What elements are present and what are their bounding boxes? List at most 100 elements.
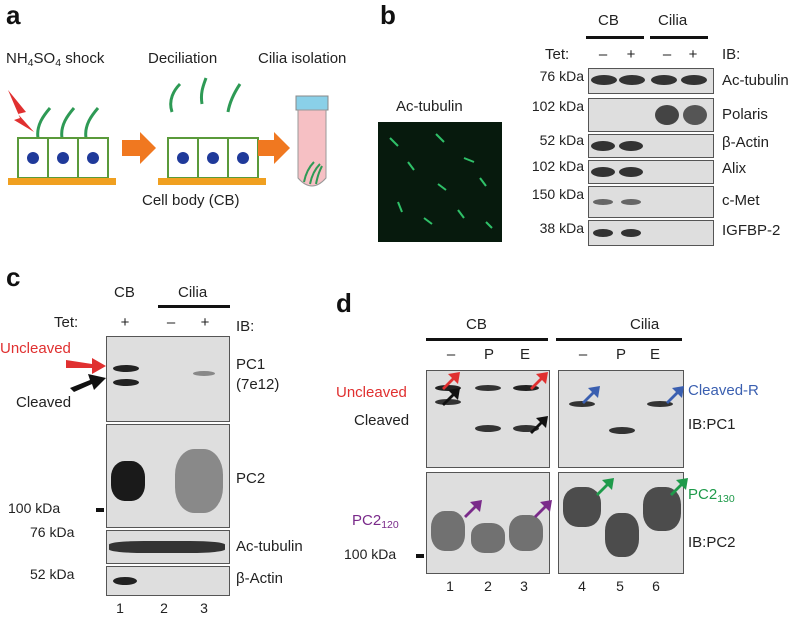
b-target-1: Polaris	[722, 106, 768, 123]
free-cilium-1	[169, 82, 182, 113]
d-group-cilia: Cilia	[630, 316, 660, 333]
free-cilium-2	[200, 77, 208, 105]
b-ib-label: IB:	[722, 46, 741, 63]
d-lane-3: 3	[520, 578, 528, 594]
tube-cap	[295, 95, 329, 111]
b-mw-4: 150 kDa	[531, 186, 584, 202]
c-lane-2: 2	[160, 600, 168, 616]
b-cb-bar	[586, 36, 644, 39]
cilium-2	[60, 107, 76, 139]
b-mw-5: 38 kDa	[539, 220, 584, 236]
micrograph-label: Ac-tubulin	[396, 98, 463, 115]
c-beta-actin-label: β-Actin	[236, 570, 283, 587]
c-cilia-bar	[158, 305, 230, 308]
d-cleaved-r-arrow-lane4-icon	[582, 386, 600, 404]
lightning-icon	[8, 90, 34, 132]
d-cleaved-label: Cleaved	[354, 412, 410, 429]
b-target-2: β-Actin	[722, 134, 769, 151]
d-blot-cilia-pc2	[558, 472, 684, 574]
d-pc2-130-arrow-lane6-icon	[670, 478, 688, 496]
d-cleaved-r-label: Cleaved-R	[688, 382, 759, 399]
d-pc2-120-label: PC2120	[352, 512, 399, 532]
panel-c-label: c	[6, 262, 21, 292]
pellet-cilium-2	[309, 163, 321, 185]
d-cleaved-r-arrow-lane6-icon	[666, 386, 684, 404]
d-cleaved-arrow-lane3-icon	[530, 416, 548, 434]
d-treat-6: E	[649, 346, 660, 363]
c-blot-pc2	[106, 424, 230, 528]
c-tet-label: Tet:	[54, 314, 79, 331]
c-arrows	[66, 358, 106, 392]
schematic-diagram	[8, 77, 329, 187]
c-lane-1: 1	[116, 600, 124, 616]
cilium-3	[84, 107, 100, 139]
c-ac-tubulin-label: Ac-tubulin	[236, 538, 303, 555]
pellet-cilium-1	[303, 161, 315, 183]
substrate-1	[8, 178, 116, 185]
c-pc1-antibody: (7e12)	[236, 376, 280, 393]
c-blot-pc1	[106, 336, 230, 422]
d-cilia-bar	[556, 338, 682, 341]
d-pc2-120-arrow-lane1-icon	[464, 500, 482, 518]
d-uncleaved-label: Uncleaved	[336, 384, 407, 401]
d-ib-pc1-label: IB:PC1	[688, 416, 736, 433]
d-lane-2: 2	[484, 578, 492, 594]
nucleus-4	[177, 152, 189, 164]
b-tet-2: +	[626, 46, 636, 63]
cilia-isolation-label: Cilia isolation	[258, 50, 347, 67]
process-arrow-1	[122, 132, 156, 164]
b-mw-3: 102 kDa	[531, 158, 584, 174]
d-pc2-130-label: PC2130	[688, 486, 735, 506]
c-tet-1: +	[120, 314, 130, 331]
c-blot-ac-tubulin	[106, 530, 230, 564]
d-blot-cb-pc2	[426, 472, 550, 574]
deciliation-label: Deciliation	[148, 50, 218, 67]
b-tet-3: –	[662, 46, 672, 63]
b-blot-alix	[588, 160, 714, 184]
b-target-0: Ac-tubulin	[722, 72, 788, 89]
ammonium-sulfate-shock-label: NH4SO4 shock	[6, 50, 105, 70]
d-lane-4: 4	[578, 578, 586, 594]
c-group-cilia: Cilia	[178, 284, 208, 301]
b-group-cilia: Cilia	[658, 12, 688, 29]
c-tet-2: –	[166, 314, 176, 331]
cilium-1	[36, 107, 52, 139]
d-treat-2: P	[483, 346, 494, 363]
free-cilium-3	[226, 83, 242, 113]
d-treat-4: –	[578, 346, 588, 363]
nucleus-1	[27, 152, 39, 164]
process-arrow-2	[258, 132, 290, 164]
b-tet-1: –	[598, 46, 608, 63]
b-tet-label: Tet:	[545, 46, 570, 63]
b-mw-0: 76 kDa	[539, 68, 584, 84]
d-blot-cilia-pc1	[558, 370, 684, 468]
c-mw-100: 100 kDa	[8, 500, 61, 516]
nucleus-5	[207, 152, 219, 164]
c-ib-label: IB:	[236, 318, 255, 335]
d-uncleaved-arrow-lane1-icon	[442, 372, 460, 390]
substrate-2	[158, 178, 266, 185]
d-lane-1: 1	[446, 578, 454, 594]
d-uncleaved-arrow-lane3-icon	[530, 372, 548, 390]
c-lane-3: 3	[200, 600, 208, 616]
d-group-cb: CB	[466, 316, 487, 333]
d-pc2-120-arrow-lane3-icon	[534, 500, 552, 518]
b-blot-polaris	[588, 98, 714, 132]
pellet-cilium-3	[315, 165, 323, 185]
d-cleaved-arrow-lane1-icon	[442, 388, 460, 406]
b-target-5: IGFBP-2	[722, 222, 781, 239]
b-blot-igfbp2	[588, 220, 714, 246]
tube-body	[297, 109, 327, 187]
d-treat-5: P	[615, 346, 626, 363]
c-mw-52: 52 kDa	[30, 566, 75, 582]
panel-b-label: b	[380, 0, 396, 30]
c-mw-76: 76 kDa	[30, 524, 75, 540]
uncleaved-arrow-icon	[66, 358, 106, 374]
panel-a-label: a	[6, 0, 21, 30]
fluorescence-micrograph	[378, 122, 502, 242]
d-mw-100: 100 kDa	[344, 546, 397, 562]
c-blot-beta-actin	[106, 566, 230, 596]
d-pc2-arrows	[464, 478, 688, 518]
d-pc2-130-arrow-lane4-icon	[596, 478, 614, 496]
